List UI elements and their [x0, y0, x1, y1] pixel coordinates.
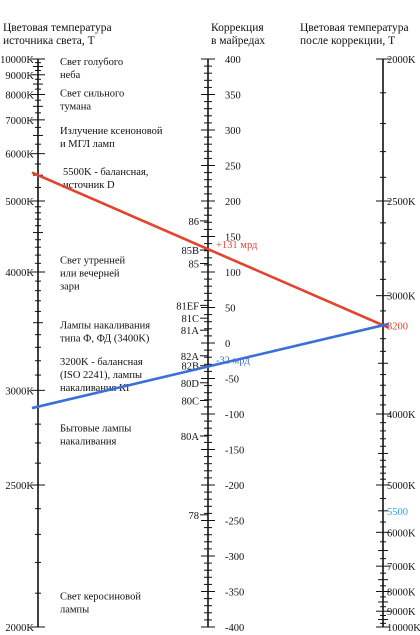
middle-axis-ticks: 400 350 300 250 200 150 100 50 0 -50 -100 -150 -200 -…	[176, 55, 244, 634]
note-line: Свет сильного	[60, 89, 124, 100]
left-header-line-1: Цветовая температура	[3, 22, 112, 34]
middle-tick-label: -200	[225, 481, 244, 492]
middle-tick-label: -250	[225, 517, 244, 528]
middle-axis-header: Коррекция в майредах	[211, 22, 267, 47]
note-line: накаливания КГ	[60, 383, 132, 394]
left-tick-label: 3000K	[5, 386, 34, 397]
filter-label: 80D	[181, 379, 200, 390]
middle-tick-label: 350	[225, 91, 241, 102]
note-line: неба	[60, 70, 81, 81]
left-tick-label: 5000K	[5, 197, 34, 208]
example-mired-label: -32 мрд	[216, 356, 250, 367]
middle-tick-label: 300	[225, 126, 241, 137]
note-line: Свет утренней	[60, 255, 126, 266]
middle-tick-label: 50	[225, 304, 236, 315]
filter-label: 82A	[181, 352, 200, 363]
right-tick-label: 7000K	[387, 562, 416, 573]
middle-tick-label: 250	[225, 162, 241, 173]
filter-label: 85B	[181, 246, 199, 257]
light-source-note: Свет утренней или вечерней зари	[60, 255, 126, 292]
note-line: Свет голубого	[60, 57, 123, 68]
left-tick-label: 2000K	[5, 623, 34, 634]
filter-label: 81EF	[176, 301, 199, 312]
left-axis-header: Цветовая температура источника света, Т	[3, 22, 115, 47]
note-line: Лампы накаливания	[60, 321, 150, 332]
right-tick-label: 8000K	[387, 588, 416, 599]
light-source-note: Свет сильного тумана	[60, 89, 124, 113]
note-line: Свет керосиновой	[60, 592, 141, 603]
filter-label: 78	[189, 511, 200, 522]
example-mired-label: +131 мрд	[216, 240, 258, 251]
right-header-line-1: Цветовая температура	[300, 22, 409, 34]
note-line: и МГЛ ламп	[60, 139, 115, 150]
middle-tick-label: -150	[225, 446, 244, 457]
middle-tick-label: 150	[225, 233, 241, 244]
light-source-note: Свет голубого неба	[60, 57, 123, 81]
note-line: зари	[60, 281, 80, 292]
highlight-value: 5500	[387, 507, 408, 518]
middle-tick-label: -50	[225, 375, 239, 386]
left-tick-label: 2500K	[5, 481, 34, 492]
filter-label: 82B	[181, 362, 199, 373]
middle-tick-label: 200	[225, 197, 241, 208]
light-source-note: Свет керосиновой лампы	[60, 592, 141, 616]
note-line: Излучение ксеноновой	[60, 126, 163, 137]
right-tick-label: 6000K	[387, 528, 416, 539]
example-line	[31, 171, 390, 330]
middle-header-line-1: Коррекция	[211, 22, 264, 34]
left-tick-label: 7000K	[5, 116, 34, 127]
right-tick-label: 3000K	[387, 292, 416, 303]
middle-tick-label: 0	[225, 339, 230, 350]
middle-tick-label: 100	[225, 268, 241, 279]
highlight-value: 3200	[387, 321, 408, 332]
right-axis-header: Цветовая температура после коррекции, Т	[300, 22, 412, 47]
note-line: 3200K - балансная	[60, 357, 143, 368]
right-tick-label: 2500K	[387, 197, 416, 208]
right-tick-label: 2000K	[387, 55, 416, 66]
note-line: накаливания	[60, 436, 117, 447]
note-line: или вечерней	[60, 268, 120, 279]
right-header-line-2: после коррекции, Т	[300, 35, 395, 47]
filter-label: 81C	[181, 314, 199, 325]
note-line: тумана	[60, 102, 91, 113]
filter-label: 86	[189, 217, 200, 228]
light-source-note: Излучение ксеноновой и МГЛ ламп	[60, 126, 163, 150]
note-line: 5500K - балансная,	[63, 167, 148, 178]
middle-tick-label: -400	[225, 623, 244, 634]
light-source-note: Бытовые лампы накаливания	[60, 423, 131, 447]
right-tick-label: 9000K	[387, 607, 416, 618]
light-source-notes: Свет голубого неба Свет сильного тумана Излу…	[60, 57, 163, 616]
light-source-note: 5500K - балансная, источник D	[63, 167, 148, 191]
right-tick-label: 4000K	[387, 410, 416, 421]
left-tick-label: 8000K	[5, 91, 34, 102]
middle-tick-label: 400	[225, 55, 241, 66]
middle-header-line-2: в майредах	[211, 35, 265, 47]
left-header-line-2: источника света, Т	[3, 35, 95, 47]
middle-tick-label: -350	[225, 588, 244, 599]
note-line: Бытовые лампы	[60, 423, 131, 434]
left-tick-label: 10000K	[0, 55, 34, 66]
filter-label: 80C	[181, 397, 199, 408]
left-tick-label: 9000K	[5, 71, 34, 82]
right-axis-ticks: 2000K 2500K 3000K 4000K 5000K 6000K 7000K 8000K…	[376, 55, 420, 634]
note-line: типа Ф, ФД (3400K)	[60, 334, 150, 345]
left-tick-label: 4000K	[5, 268, 34, 279]
light-source-note: Лампы накаливания типа Ф, ФД (3400K)	[60, 321, 150, 345]
filter-label: 81A	[181, 326, 200, 337]
note-line: лампы	[60, 605, 89, 616]
note-line: источник D	[63, 180, 115, 191]
middle-tick-label: -100	[225, 410, 244, 421]
filter-label: 85	[189, 259, 200, 270]
right-tick-label: 10000K	[387, 623, 420, 634]
light-source-note: 3200K - балансная (ISO 2241), лампы накали…	[60, 357, 143, 394]
left-tick-label: 6000K	[5, 150, 34, 161]
example-correction-lines: +131 мрд -32 мрд 3200 5500	[31, 171, 408, 518]
filter-label: 80A	[181, 432, 200, 443]
example-line	[31, 322, 390, 410]
middle-tick-label: -300	[225, 552, 244, 563]
note-line: (ISO 2241), лампы	[60, 370, 142, 381]
right-tick-label: 5000K	[387, 481, 416, 492]
